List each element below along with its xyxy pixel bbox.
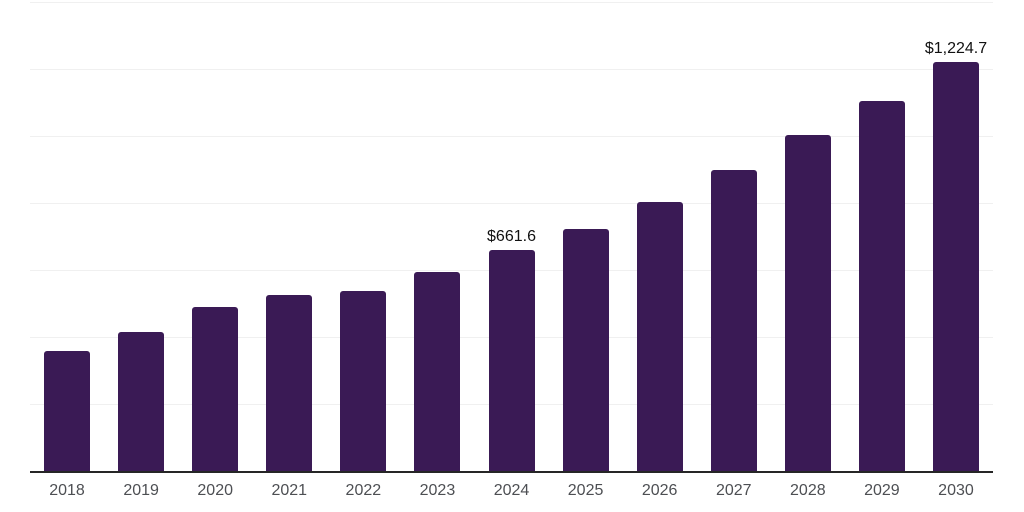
bar-2018 bbox=[44, 351, 91, 472]
gridline bbox=[30, 69, 993, 70]
bar-2023 bbox=[414, 271, 461, 472]
x-axis-label-2024: 2024 bbox=[493, 482, 530, 499]
bar-band bbox=[549, 3, 623, 472]
x-axis-label-2028: 2028 bbox=[790, 482, 826, 499]
bar-band bbox=[30, 3, 104, 472]
x-axis-label-2018: 2018 bbox=[49, 482, 85, 499]
bar-band bbox=[400, 3, 474, 472]
bar-band bbox=[771, 3, 845, 472]
gridline bbox=[30, 136, 993, 137]
plot-area: $661.6 $1,224.7 bbox=[30, 2, 993, 473]
bar-band bbox=[178, 3, 252, 472]
bar-band bbox=[326, 3, 400, 472]
bar-2019 bbox=[118, 332, 165, 472]
x-axis-label-2029: 2029 bbox=[864, 482, 900, 499]
x-axis-line bbox=[30, 471, 993, 473]
bar-band bbox=[252, 3, 326, 472]
bar-band bbox=[845, 3, 919, 472]
gridline bbox=[30, 2, 993, 3]
x-axis-label-2020: 2020 bbox=[197, 482, 233, 499]
x-axis-label-2027: 2027 bbox=[715, 482, 752, 499]
bar-2024 bbox=[488, 250, 535, 472]
bar-2020 bbox=[192, 306, 239, 472]
bar-2030 bbox=[932, 61, 979, 472]
x-axis-label-2030: 2030 bbox=[938, 482, 974, 499]
bar-value-label-2024: $661.6 bbox=[487, 228, 536, 246]
bar-band: $661.6 bbox=[474, 3, 548, 472]
bar-2021 bbox=[266, 294, 313, 472]
bar-band bbox=[623, 3, 697, 472]
x-axis-label-2023: 2023 bbox=[419, 482, 456, 499]
bar-band: $1,224.7 bbox=[919, 3, 993, 472]
bar-2028 bbox=[784, 135, 831, 472]
x-axis-label-2025: 2025 bbox=[567, 482, 604, 499]
x-axis-label-2022: 2022 bbox=[345, 482, 382, 499]
bar-2025 bbox=[562, 229, 609, 472]
bar-value-label-2030: $1,224.7 bbox=[924, 39, 988, 57]
bar-2029 bbox=[858, 100, 905, 472]
bar-band bbox=[697, 3, 771, 472]
x-axis-label-2021: 2021 bbox=[271, 482, 308, 499]
bar-2026 bbox=[636, 201, 683, 472]
bar-2022 bbox=[340, 291, 387, 472]
bar-band bbox=[104, 3, 178, 472]
x-axis-labels: 2018 2019 2020 2021 2022 2023 2024 2025 2026 2027… bbox=[30, 481, 993, 501]
bars: $661.6 $1,224.7 bbox=[30, 3, 993, 472]
bar-2027 bbox=[710, 169, 757, 472]
gridline bbox=[30, 203, 993, 204]
x-axis-label-2019: 2019 bbox=[123, 482, 159, 499]
x-axis-label-2026: 2026 bbox=[641, 482, 678, 499]
